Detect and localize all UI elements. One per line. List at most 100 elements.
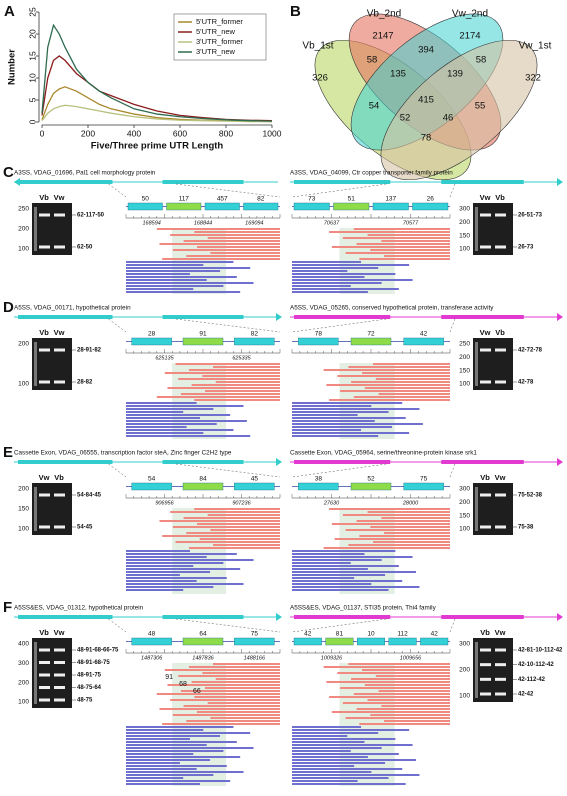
read xyxy=(373,363,450,365)
read xyxy=(167,387,280,389)
gel-band xyxy=(480,493,491,497)
gene-exon xyxy=(294,180,391,184)
read xyxy=(323,369,450,371)
zoom-line xyxy=(108,183,127,198)
gel-band xyxy=(39,348,50,352)
read xyxy=(126,550,190,552)
gel-band xyxy=(495,380,506,384)
exon-length: 72 xyxy=(367,331,375,338)
gel-ladder-label: 100 xyxy=(18,526,29,533)
venn-count: 58 xyxy=(367,55,378,66)
read xyxy=(362,669,450,671)
panel-title: A3SS, VDAG_01696, Pal1 cell morphology p… xyxy=(14,170,156,177)
read xyxy=(292,285,351,287)
read xyxy=(207,702,280,704)
read xyxy=(162,258,280,260)
read xyxy=(126,405,244,407)
gel-band xyxy=(480,677,491,681)
read xyxy=(375,378,450,380)
series-line xyxy=(41,104,272,123)
gel-lane-label: Vw xyxy=(39,473,50,482)
zoom-line xyxy=(175,463,281,478)
read xyxy=(213,663,280,665)
read xyxy=(292,577,355,579)
series-line xyxy=(41,86,273,123)
read xyxy=(194,508,280,510)
read xyxy=(126,435,251,437)
read xyxy=(381,517,450,519)
panel-letter: E xyxy=(3,444,13,461)
gel-band xyxy=(480,525,491,529)
venn-count: 54 xyxy=(369,101,380,112)
read xyxy=(292,562,351,564)
exon-length: 38 xyxy=(315,476,323,483)
gel-band-label: 42-112-42 xyxy=(518,677,546,683)
gel-band xyxy=(495,525,506,529)
gel xyxy=(473,483,513,535)
read xyxy=(126,556,207,558)
venn-count: 394 xyxy=(418,45,434,56)
gel-band xyxy=(495,348,506,352)
gel-ladder xyxy=(34,342,37,386)
gel-ladder-label: 100 xyxy=(459,693,470,700)
x-tick-label: 400 xyxy=(127,128,141,138)
read xyxy=(351,678,450,680)
read xyxy=(180,690,280,692)
read xyxy=(164,372,280,374)
coord-label: 168594 xyxy=(142,220,160,226)
read xyxy=(329,696,450,698)
venn-set xyxy=(380,39,538,181)
read xyxy=(292,756,368,758)
junction-length: 91 xyxy=(165,674,173,681)
read xyxy=(292,744,413,746)
coord-label: 1487306 xyxy=(141,655,163,661)
exon xyxy=(412,202,449,211)
read xyxy=(126,577,227,579)
gel-band xyxy=(495,213,506,217)
panel-letter: F xyxy=(3,599,12,616)
gel-band-label: 75-52-38 xyxy=(518,493,543,499)
zoom-line xyxy=(175,618,281,633)
gene-arrow xyxy=(557,458,563,466)
read xyxy=(126,783,200,785)
read xyxy=(170,234,280,236)
read xyxy=(384,720,450,722)
gel-ladder-label: 100 xyxy=(18,381,29,388)
read xyxy=(292,738,396,740)
read xyxy=(292,402,403,404)
coord-label: 625135 xyxy=(155,355,174,361)
gel-ladder-label: 200 xyxy=(459,667,470,674)
gel-lane-label: Vb xyxy=(480,473,490,482)
exon-length: 50 xyxy=(142,196,150,203)
read xyxy=(126,420,247,422)
gel-band-label: 42-42 xyxy=(518,692,534,698)
gel-band-label: 62-117-50 xyxy=(77,213,105,219)
gel-band xyxy=(495,648,506,652)
read xyxy=(207,237,280,239)
exon xyxy=(357,637,386,646)
junction-length: 68 xyxy=(179,681,187,688)
read xyxy=(126,574,180,576)
exon xyxy=(403,337,444,346)
exon-length: 91 xyxy=(199,331,207,338)
gel-band xyxy=(495,245,506,249)
read xyxy=(126,426,187,428)
zoom-line xyxy=(108,618,127,633)
gel-ladder-label: 100 xyxy=(459,526,470,533)
gene-exon xyxy=(18,460,113,464)
gel-band-label: 42-10-112-42 xyxy=(518,662,554,668)
exon-length: 45 xyxy=(251,476,259,483)
read xyxy=(292,426,392,428)
exon-length: 10 xyxy=(367,631,375,638)
read xyxy=(292,429,362,431)
gel-ladder-label: 200 xyxy=(459,354,470,361)
zoom-line xyxy=(291,183,387,198)
panel-title: A5SS&ES, VDAG_01312, hypothetical protei… xyxy=(14,605,144,612)
gene-arrow xyxy=(276,613,282,621)
exon-length: 28 xyxy=(148,331,156,338)
exon xyxy=(293,202,330,211)
read xyxy=(292,729,410,731)
read xyxy=(329,508,450,510)
read xyxy=(188,666,280,668)
read xyxy=(292,273,396,275)
